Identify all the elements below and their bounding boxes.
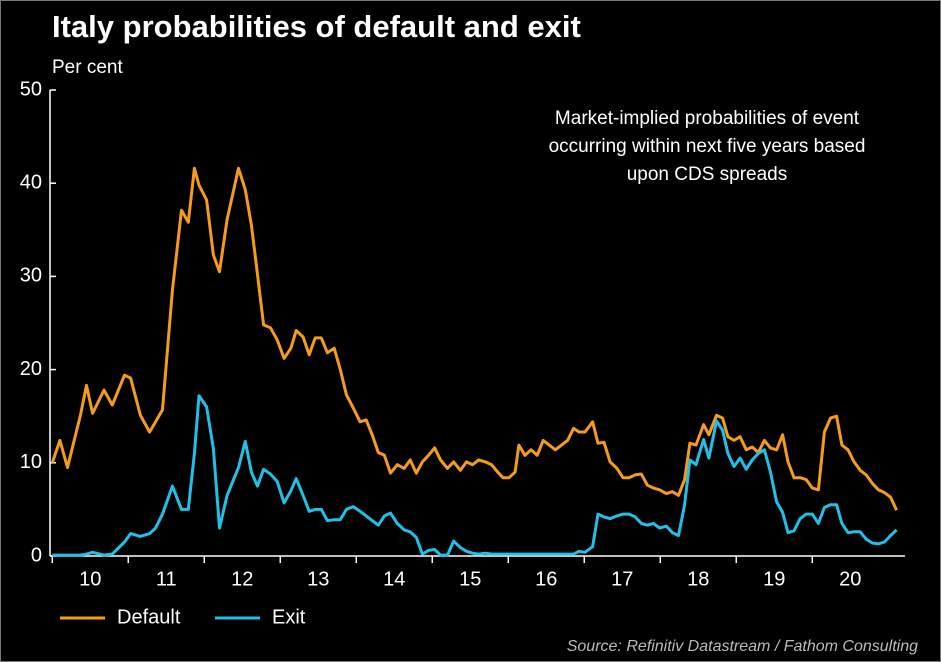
annotation: occurring within next five years based: [549, 136, 866, 157]
x-tick-label: 12: [231, 568, 253, 590]
y-tick-label: 50: [20, 78, 42, 100]
x-tick-label: 16: [535, 568, 557, 590]
annotation: upon CDS spreads: [627, 164, 788, 185]
y-axis-label: Per cent: [52, 57, 123, 78]
x-tick-label: 18: [687, 568, 709, 590]
legend-label: Default: [117, 606, 181, 628]
x-tick-label: 14: [383, 568, 405, 590]
x-tick-label: 13: [307, 568, 329, 590]
y-tick-label: 40: [20, 171, 42, 193]
x-tick-label: 11: [156, 568, 177, 590]
y-tick-label: 20: [20, 358, 42, 380]
x-tick-label: 15: [459, 568, 481, 590]
y-tick-label: 10: [20, 451, 42, 473]
y-tick-label: 30: [20, 265, 42, 287]
series-line: [52, 394, 898, 557]
y-tick-label: 0: [31, 544, 42, 566]
legend-label: Exit: [272, 606, 306, 628]
x-tick-label: 10: [79, 568, 101, 590]
series-line: [50, 166, 898, 511]
x-tick-label: 20: [839, 568, 861, 590]
source: Source: Refinitiv Datastream / Fathom Co…: [567, 638, 918, 655]
x-tick-label: 19: [763, 568, 785, 590]
annotation: Market-implied probabilities of event: [555, 108, 860, 129]
chart-title: Italy probabilities of default and exit: [52, 9, 581, 44]
x-tick-label: 17: [611, 568, 633, 590]
